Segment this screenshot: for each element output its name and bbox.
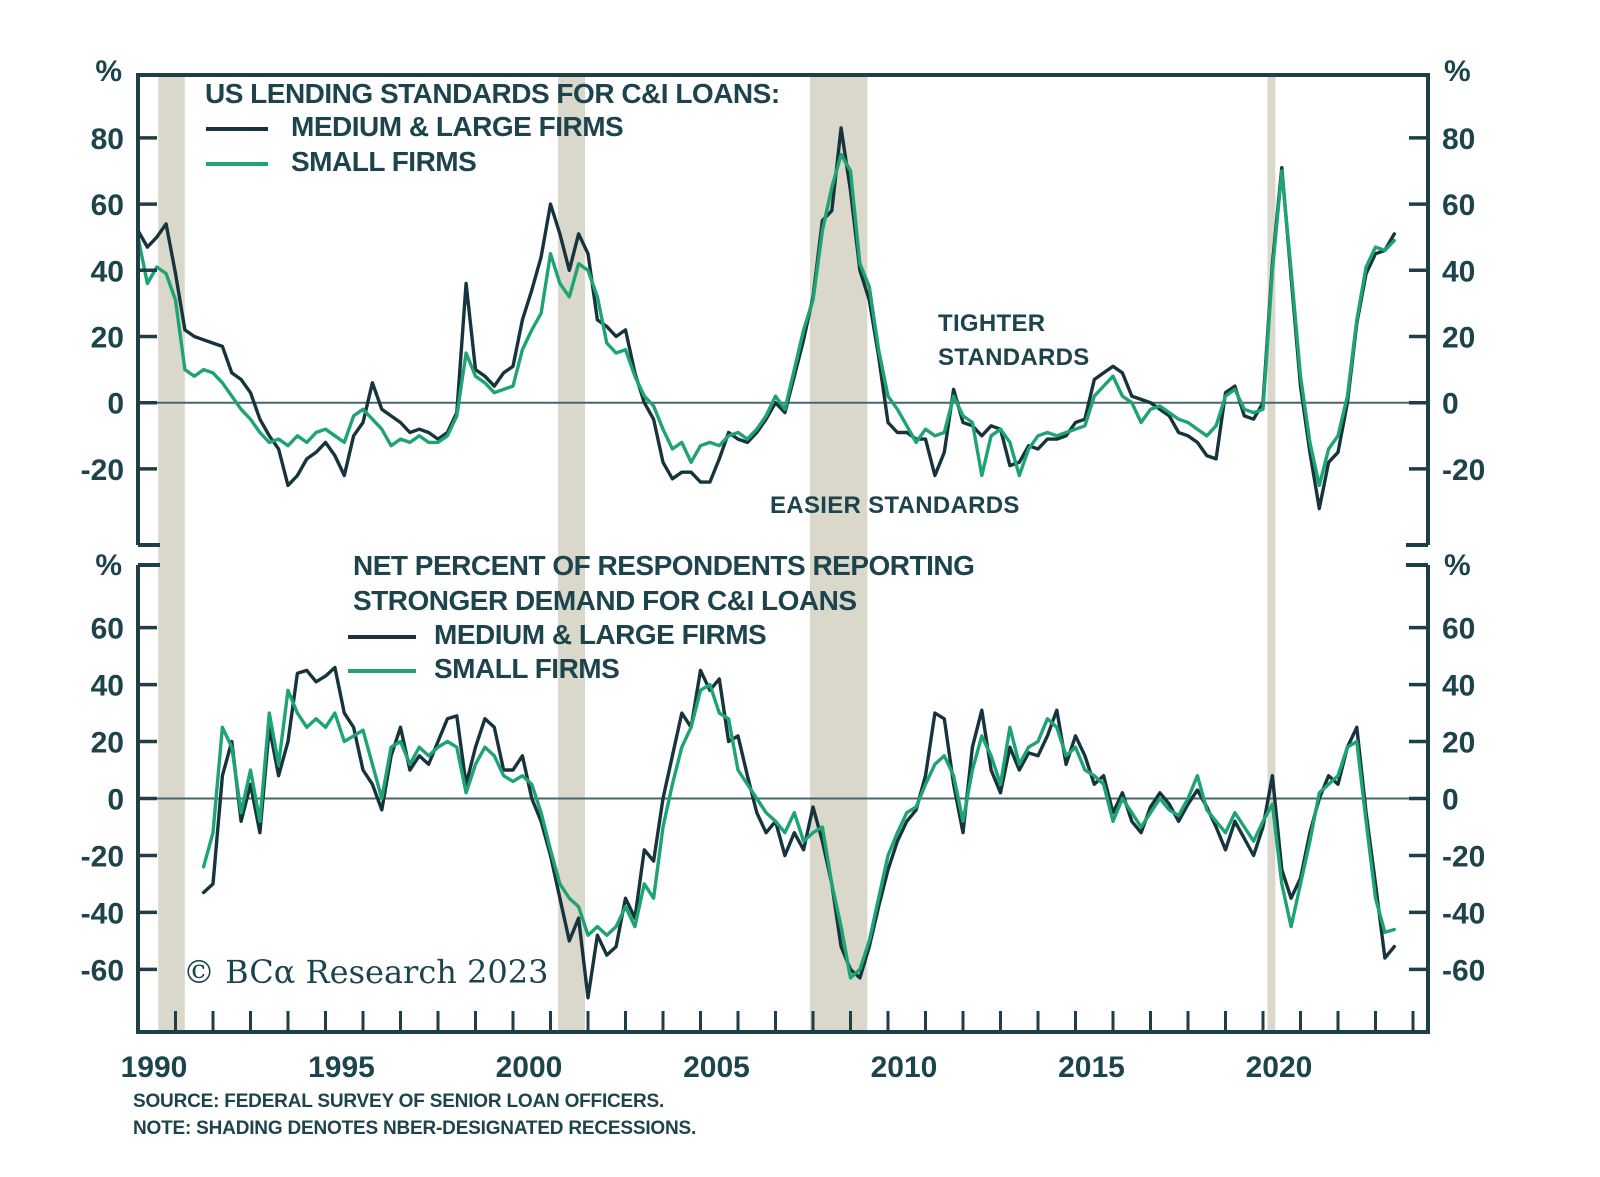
annotation-easier-standards: EASIER STANDARDS [770, 492, 1020, 519]
copyright-bca-research: © BCα Research 2023 [183, 953, 549, 991]
x-axis-year-label: 2020 [1246, 1051, 1313, 1084]
y-axis-tick-label-left: 60 [91, 613, 124, 646]
y-axis-tick-label-left: 0 [107, 784, 124, 817]
legend-line-small-firms-swatch-bottom [348, 669, 416, 673]
y-axis-unit-top-left: % [95, 55, 122, 88]
y-axis-tick-label-left: -40 [81, 897, 124, 930]
legend-small-firms-label-top: SMALL FIRMS [291, 146, 477, 177]
source-line: SOURCE: FEDERAL SURVEY OF SENIOR LOAN OF… [133, 1091, 665, 1112]
y-axis-tick-label-right: 0 [1442, 784, 1459, 817]
y-axis-tick-label-right: 20 [1442, 727, 1475, 760]
y-axis-tick-label-left: 20 [91, 321, 124, 354]
y-axis-tick-label-left: 60 [91, 189, 124, 222]
y-axis-tick-label-left: 40 [91, 255, 124, 288]
y-axis-tick-label-right: 40 [1442, 670, 1475, 703]
series-line-medium-large-firms [201, 665, 1397, 1000]
bottom-panel-title-line1: NET PERCENT OF RESPONDENTS REPORTING [353, 550, 975, 581]
y-axis-unit-bottom-left: % [95, 549, 122, 582]
y-axis-tick-label-left: 20 [91, 727, 124, 760]
legend-medium-large-label-top: MEDIUM & LARGE FIRMS [291, 111, 624, 142]
x-axis-year-label: 2005 [683, 1051, 750, 1084]
y-axis-tick-label-right: 40 [1442, 255, 1475, 288]
y-axis-tick-label-right: 60 [1442, 613, 1475, 646]
x-axis-year-label: 2000 [496, 1051, 563, 1084]
y-axis-unit-bottom-right: % [1444, 549, 1471, 582]
y-axis-unit-top-right: % [1444, 55, 1471, 88]
y-axis-tick-label-right: 20 [1442, 321, 1475, 354]
bottom-panel-title-line2: STRONGER DEMAND FOR C&I LOANS [353, 585, 857, 616]
legend-medium-large-label-bottom: MEDIUM & LARGE FIRMS [434, 619, 767, 650]
y-axis-tick-label-left: -20 [81, 454, 124, 487]
legend-line-medium-large-swatch-bottom [348, 635, 416, 639]
y-axis-tick-label-left: 0 [107, 388, 124, 421]
annotation-tighter-standards-line2: STANDARDS [938, 344, 1090, 371]
recession-band [1267, 75, 1276, 1032]
y-axis-tick-label-right: -40 [1442, 897, 1485, 930]
legend-line-small-firms-swatch-top [206, 162, 268, 166]
y-axis-tick-label-right: -20 [1442, 840, 1485, 873]
series-line-medium-large-firms [136, 126, 1397, 511]
y-axis-tick-label-left: -60 [81, 954, 124, 987]
top-panel-title: US LENDING STANDARDS FOR C&I LOANS: [205, 78, 780, 109]
y-axis-tick-label-right: 60 [1442, 189, 1475, 222]
y-axis-tick-label-right: 80 [1442, 123, 1475, 156]
panel-frame-top [136, 73, 1430, 545]
x-axis-year-label: 2010 [871, 1051, 938, 1084]
y-axis-tick-label-left: 80 [91, 123, 124, 156]
note-line: NOTE: SHADING DENOTES NBER-DESIGNATED RE… [133, 1118, 697, 1139]
annotation-tighter-standards-line1: TIGHTER [938, 310, 1046, 337]
y-axis-tick-label-right: 0 [1442, 388, 1459, 421]
series-line-small-firms [136, 152, 1397, 488]
legend-line-medium-large-swatch-top [206, 127, 268, 131]
y-axis-tick-label-right: -60 [1442, 954, 1485, 987]
x-axis-year-label: 1995 [308, 1051, 375, 1084]
recession-band [158, 75, 185, 1032]
x-axis-year-label: 1990 [121, 1051, 188, 1084]
y-axis-tick-label-left: 40 [91, 670, 124, 703]
y-axis-tick-label-left: -20 [81, 840, 124, 873]
x-axis-year-label: 2015 [1058, 1051, 1125, 1084]
y-axis-tick-label-right: -20 [1442, 454, 1485, 487]
legend-small-firms-label-bottom: SMALL FIRMS [434, 653, 620, 684]
series-line-small-firms [201, 682, 1397, 980]
